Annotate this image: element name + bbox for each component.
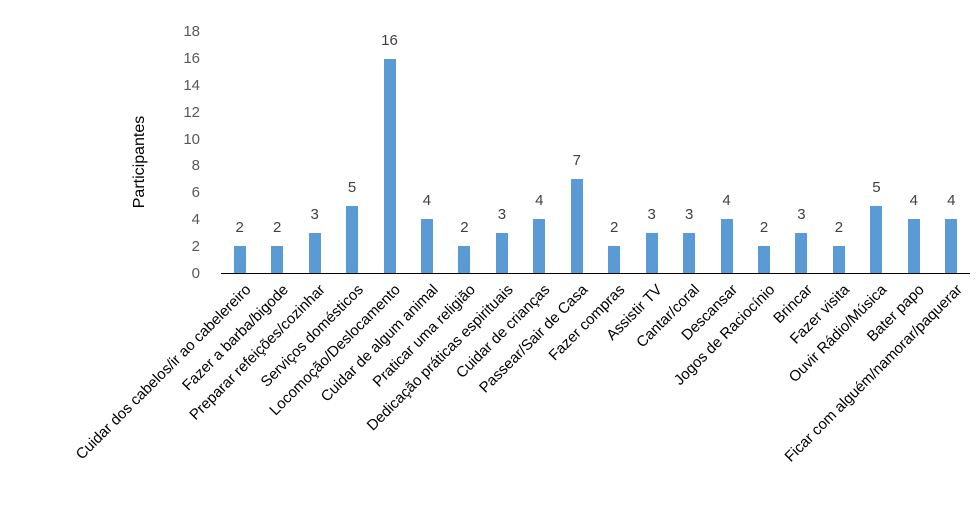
bar xyxy=(945,219,958,273)
y-axis-tick-label: 6 xyxy=(191,184,200,202)
bar-value-label: 5 xyxy=(872,179,881,197)
bar xyxy=(346,206,359,273)
bar-value-label: 2 xyxy=(610,219,619,237)
y-axis-tick-label: 18 xyxy=(183,23,200,41)
bar-value-label: 3 xyxy=(497,205,507,223)
bar xyxy=(308,232,321,273)
bar-value-label: 2 xyxy=(460,219,469,237)
y-axis-tick-label: 4 xyxy=(191,210,200,228)
bar-value-label: 4 xyxy=(909,192,918,210)
bar-value-label: 3 xyxy=(684,205,694,223)
bar-value-label: 3 xyxy=(310,205,319,223)
y-axis-tick-label: 0 xyxy=(191,264,200,282)
bar xyxy=(383,58,396,273)
y-axis-tick-label: 12 xyxy=(183,103,200,121)
y-axis-title: Participantes xyxy=(131,115,148,209)
bar-value-label: 2 xyxy=(235,219,244,237)
bar-value-label: 16 xyxy=(381,31,398,49)
bar-value-label: 4 xyxy=(722,192,731,210)
bar-value-label: 4 xyxy=(422,192,432,210)
bar-value-label: 4 xyxy=(535,192,544,210)
bar xyxy=(420,219,433,273)
bar-value-label: 4 xyxy=(947,192,956,210)
bar xyxy=(458,246,471,273)
bar xyxy=(233,246,246,273)
bar xyxy=(570,179,583,273)
y-axis-tick-label: 8 xyxy=(191,157,200,175)
y-axis-tick-label: 16 xyxy=(183,50,200,68)
x-axis-line xyxy=(221,272,970,274)
bar xyxy=(795,232,808,273)
bar xyxy=(271,246,284,273)
bar xyxy=(832,246,845,273)
bar-value-label: 5 xyxy=(347,179,357,197)
bar xyxy=(645,232,658,273)
bar-value-label: 2 xyxy=(759,219,769,237)
y-axis-tick-label: 14 xyxy=(183,77,200,95)
bar xyxy=(870,206,883,273)
bar-value-label: 7 xyxy=(572,152,581,170)
y-axis-tick-label: 2 xyxy=(191,237,200,255)
bar-value-label: 3 xyxy=(797,205,806,223)
bar-value-label: 2 xyxy=(834,219,844,237)
bar xyxy=(720,219,733,273)
bar xyxy=(683,232,696,273)
bar-value-label: 3 xyxy=(647,205,656,223)
y-axis-tick-label: 10 xyxy=(183,130,200,148)
bar xyxy=(758,246,771,273)
bar xyxy=(608,246,621,273)
bar xyxy=(907,219,920,273)
bar-value-label: 2 xyxy=(273,219,282,237)
bar xyxy=(533,219,546,273)
bar xyxy=(495,232,508,273)
